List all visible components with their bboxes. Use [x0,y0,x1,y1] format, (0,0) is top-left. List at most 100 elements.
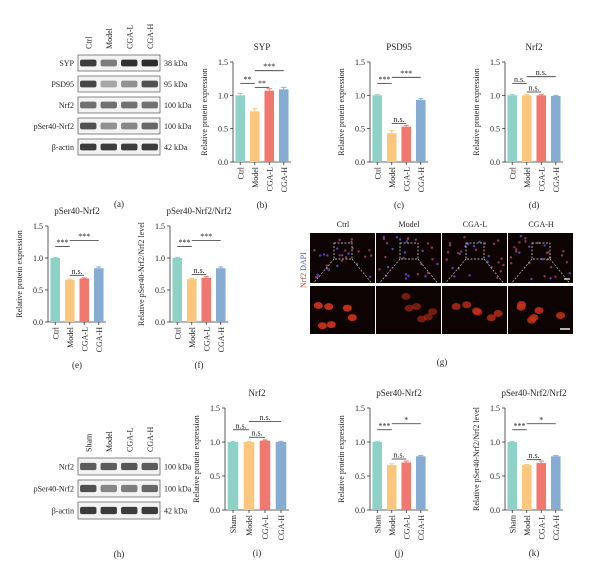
y-tick-label: 1.0 [490,438,500,447]
zoom-guide [417,258,441,287]
y-tick-label: 0.0 [155,318,165,327]
x-tick-label: CGA-H [217,327,226,353]
panel-letter: (g) [437,357,448,367]
cell-dot [515,248,518,251]
cell-dot [453,275,456,278]
kda-label: 95 kDa [164,80,188,89]
lane-label: Sham [84,433,93,452]
significance-label: n.s. [393,451,404,460]
bar-model [249,111,260,162]
protein-band [80,484,97,493]
cell-dot [446,251,450,254]
panel-letter: (k) [529,548,540,558]
bar-ctrl [50,258,61,322]
cell-dot [554,275,557,278]
cell-dot [562,249,565,253]
nucleus [486,314,496,322]
x-tick-label: Model [245,514,254,536]
x-tick-label: Ctrl [373,166,382,179]
significance-label: n.s. [514,75,525,84]
bar-cga-h [278,89,289,162]
cell-dot [403,251,407,254]
cell-dot [565,261,569,264]
cell-dot [499,270,503,273]
bar-cga-l [401,462,412,510]
zoom-box [531,242,551,260]
y-tick-label: 0.0 [355,506,365,515]
cell-dot [502,263,505,267]
nucleus [529,314,539,322]
protein-band [121,506,138,515]
overview-image [508,233,573,283]
x-tick-label: CGA-L [265,167,274,192]
y-axis-label: Relative protein expression [15,230,24,318]
nucleus [412,303,422,311]
cell-dot [325,264,329,267]
chart-c: PSD95 0.0 0.5 1.0 1.5 Relative protein expres… [337,42,428,210]
bar-cga-l [536,95,547,162]
nucleus [313,302,323,310]
cell-dot [560,254,564,257]
stain-label: Nrf2 DAPI [299,252,308,288]
cell-dot [426,242,430,245]
cell-dot [327,268,331,271]
chart-b: SYP 0.0 0.5 1.0 1.5 Relative protein expressi… [200,42,291,210]
cell-dot [316,273,319,276]
y-tick-label: 1.0 [490,91,500,100]
protein-band [80,143,97,151]
nucleus [493,309,503,317]
overview-image [442,233,507,283]
chart-title: SYP [254,42,271,52]
nucleus [342,304,352,312]
significance-label: n.s. [235,421,246,430]
significance-label: *** [57,238,69,247]
cell-dot [350,238,353,241]
bar-ctrl [372,95,383,162]
cell-dot [510,262,513,265]
x-tick-label: CGA-H [95,327,104,353]
y-tick-label: 0.5 [355,472,365,481]
panel-letter: (b) [257,200,268,210]
zoom-guide [508,258,533,287]
x-tick-label: Model [523,166,532,188]
bar-ctrl [235,95,246,162]
chart-title: Nrf2 [526,42,543,52]
significance-label: *** [379,75,391,84]
overview-image [310,233,375,283]
significance-label: * [404,415,408,424]
chart-j: pSer40-Nrf2 0.0 0.5 1.0 1.5 Relative protein … [337,388,428,558]
lane-label: CGA-H [146,23,155,49]
cell-dot [404,273,408,276]
protein-band [141,143,158,151]
cell-dot [404,277,408,280]
significance-label: ** [244,75,252,84]
protein-band [100,484,117,493]
kda-label: 42 kDa [164,143,188,152]
significance-label: *** [263,62,275,71]
x-tick-label: Model [188,326,197,348]
nucleus [317,322,327,330]
panel-letter: (f) [195,360,204,370]
x-tick-label: Sham [373,514,382,533]
cell-dot [546,251,550,254]
cell-dot [549,277,552,280]
cell-dot [474,248,478,252]
chart-title: pSer40-Nrf2 [54,206,100,216]
cell-dot [519,234,523,238]
x-tick-label: CGA-L [402,167,411,192]
y-tick-label: 0.0 [355,158,365,167]
cell-dot [350,240,353,244]
cell-dot [550,265,553,269]
protein-band [121,143,138,151]
cell-dot [385,242,389,245]
protein-band [100,122,117,130]
significance-label: n.s. [528,451,539,460]
protein-label: pSer40-Nrf2 [34,485,74,494]
blot-strip [77,117,161,135]
significance-label: *** [78,232,90,241]
cell-dot [445,258,448,261]
x-tick-label: CGA-L [80,327,89,352]
x-tick-label: CGA-H [417,515,426,541]
significance-label: n.s. [528,84,539,93]
